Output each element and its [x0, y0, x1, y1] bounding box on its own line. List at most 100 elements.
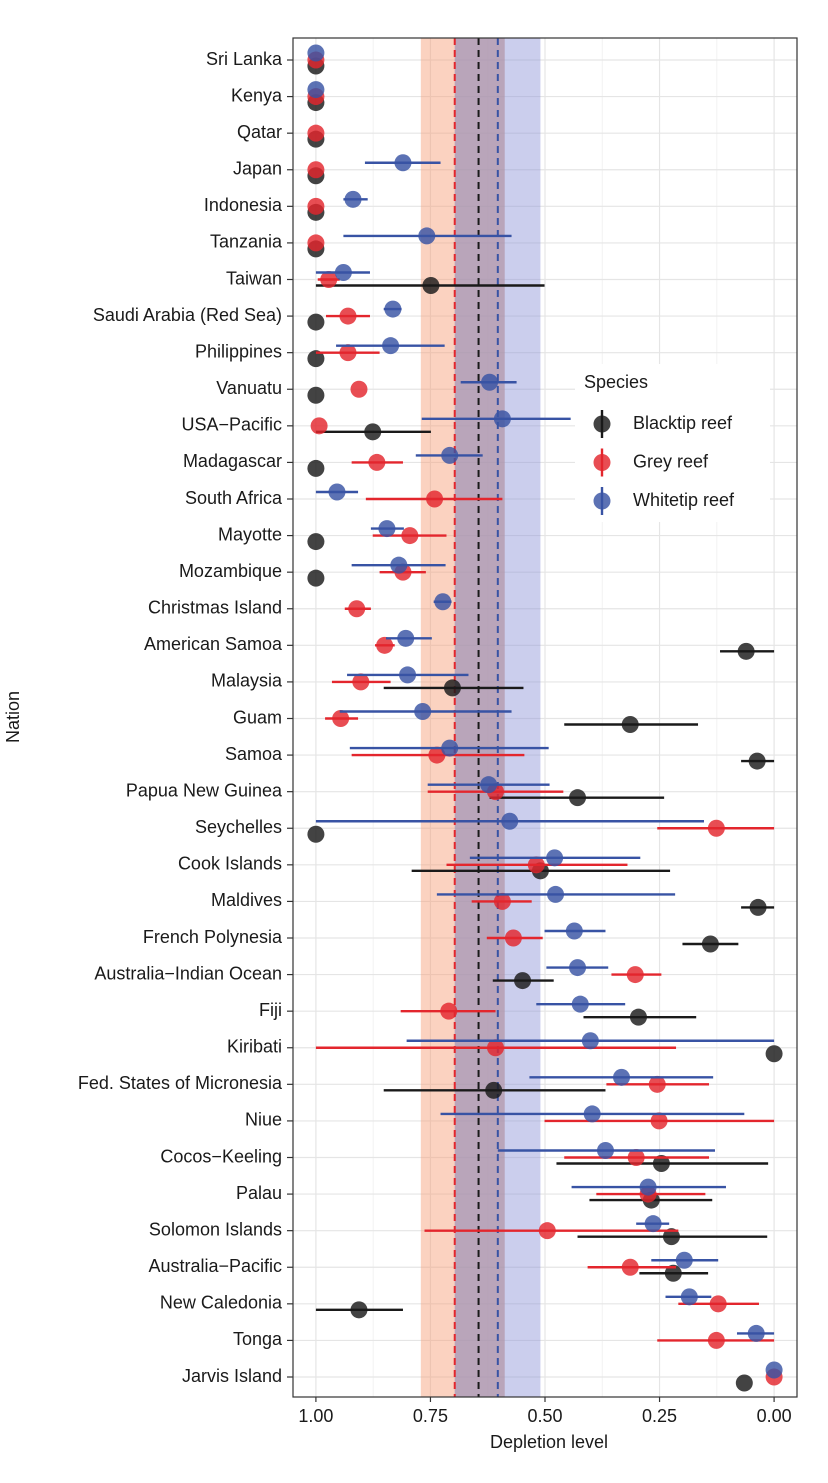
legend-title: Species: [584, 372, 648, 392]
y-axis-label: Nation: [3, 691, 23, 743]
y-tick-label: South Africa: [185, 488, 283, 508]
x-tick-label: 0.25: [642, 1406, 677, 1426]
point: [441, 446, 459, 464]
y-tick-label: Kenya: [231, 85, 283, 105]
point: [538, 1222, 556, 1240]
point: [569, 789, 587, 807]
y-tick-label: Mayotte: [218, 524, 282, 544]
y-tick-label: Guam: [233, 707, 282, 727]
point: [382, 337, 400, 355]
point: [401, 527, 419, 545]
point: [328, 483, 346, 501]
y-tick-label: Samoa: [225, 744, 283, 764]
point: [680, 1288, 698, 1306]
point: [480, 776, 498, 794]
point: [307, 124, 325, 142]
point: [648, 1075, 666, 1093]
legend-label: Whitetip reef: [633, 490, 735, 510]
point: [352, 673, 370, 691]
y-tick-label: Taiwan: [226, 268, 282, 288]
point: [384, 300, 402, 318]
point: [621, 1258, 639, 1276]
point: [644, 1215, 662, 1233]
point: [627, 1149, 645, 1166]
point: [307, 825, 325, 843]
point: [626, 966, 644, 984]
point: [414, 703, 432, 720]
point: [748, 752, 766, 770]
x-tick-label: 0.75: [413, 1406, 448, 1426]
legend-point: [593, 454, 611, 471]
point: [339, 307, 357, 325]
y-tick-label: Cocos−Keeling: [160, 1146, 282, 1166]
y-tick-label: Fed. States of Micronesia: [78, 1073, 283, 1093]
point: [485, 1081, 503, 1099]
y-tick-label: Solomon Islands: [149, 1219, 282, 1239]
point: [348, 600, 366, 618]
point: [707, 819, 725, 837]
point: [493, 892, 511, 910]
point: [504, 929, 522, 947]
point: [765, 1045, 783, 1063]
y-tick-label: Jarvis Island: [182, 1366, 282, 1386]
point: [639, 1178, 657, 1196]
point: [664, 1264, 682, 1282]
legend-point: [593, 415, 611, 433]
point: [613, 1068, 631, 1086]
point: [422, 277, 440, 294]
point: [378, 520, 396, 538]
point: [596, 1142, 614, 1159]
point: [428, 746, 446, 764]
point: [571, 995, 589, 1013]
y-tick-label: French Polynesia: [143, 927, 283, 947]
point: [307, 533, 325, 551]
point: [737, 642, 755, 660]
point: [675, 1251, 693, 1269]
point: [546, 849, 564, 867]
x-tick-label: 1.00: [298, 1406, 333, 1426]
point: [747, 1324, 765, 1342]
point: [709, 1295, 727, 1313]
point: [368, 453, 386, 471]
point: [652, 1155, 670, 1172]
x-axis-label: Depletion level: [490, 1432, 608, 1452]
y-tick-label: Qatar: [237, 122, 282, 142]
point: [621, 716, 639, 733]
y-tick-label: Kiribati: [227, 1037, 282, 1057]
point: [493, 410, 511, 428]
point: [334, 264, 352, 281]
point: [394, 154, 412, 172]
point: [320, 271, 338, 288]
point: [735, 1374, 753, 1392]
point: [426, 490, 444, 508]
legend-label: Grey reef: [633, 451, 709, 471]
point: [307, 44, 325, 62]
y-tick-label: American Samoa: [144, 634, 283, 654]
y-tick-label: Mozambique: [179, 561, 282, 581]
point: [332, 710, 350, 727]
point: [440, 1002, 458, 1020]
point: [765, 1361, 783, 1379]
point: [547, 885, 565, 903]
y-tick-label: Palau: [236, 1183, 282, 1203]
point: [443, 679, 461, 697]
x-tick-label: 0.50: [527, 1406, 562, 1426]
point: [481, 373, 499, 391]
point: [434, 593, 452, 611]
interval-band: [420, 38, 505, 1397]
point: [441, 739, 459, 757]
point: [527, 856, 545, 874]
y-tick-label: Papua New Guinea: [126, 780, 283, 800]
point: [307, 234, 325, 252]
point: [350, 1301, 368, 1319]
point: [749, 898, 767, 916]
point: [583, 1105, 601, 1123]
interval-band: [454, 38, 505, 1397]
y-tick-label: Saudi Arabia (Red Sea): [93, 305, 282, 325]
y-tick-label: Philippines: [195, 341, 282, 361]
point: [310, 417, 328, 435]
point: [629, 1008, 647, 1026]
point: [307, 81, 325, 99]
y-tick-label: USA−Pacific: [181, 415, 282, 435]
